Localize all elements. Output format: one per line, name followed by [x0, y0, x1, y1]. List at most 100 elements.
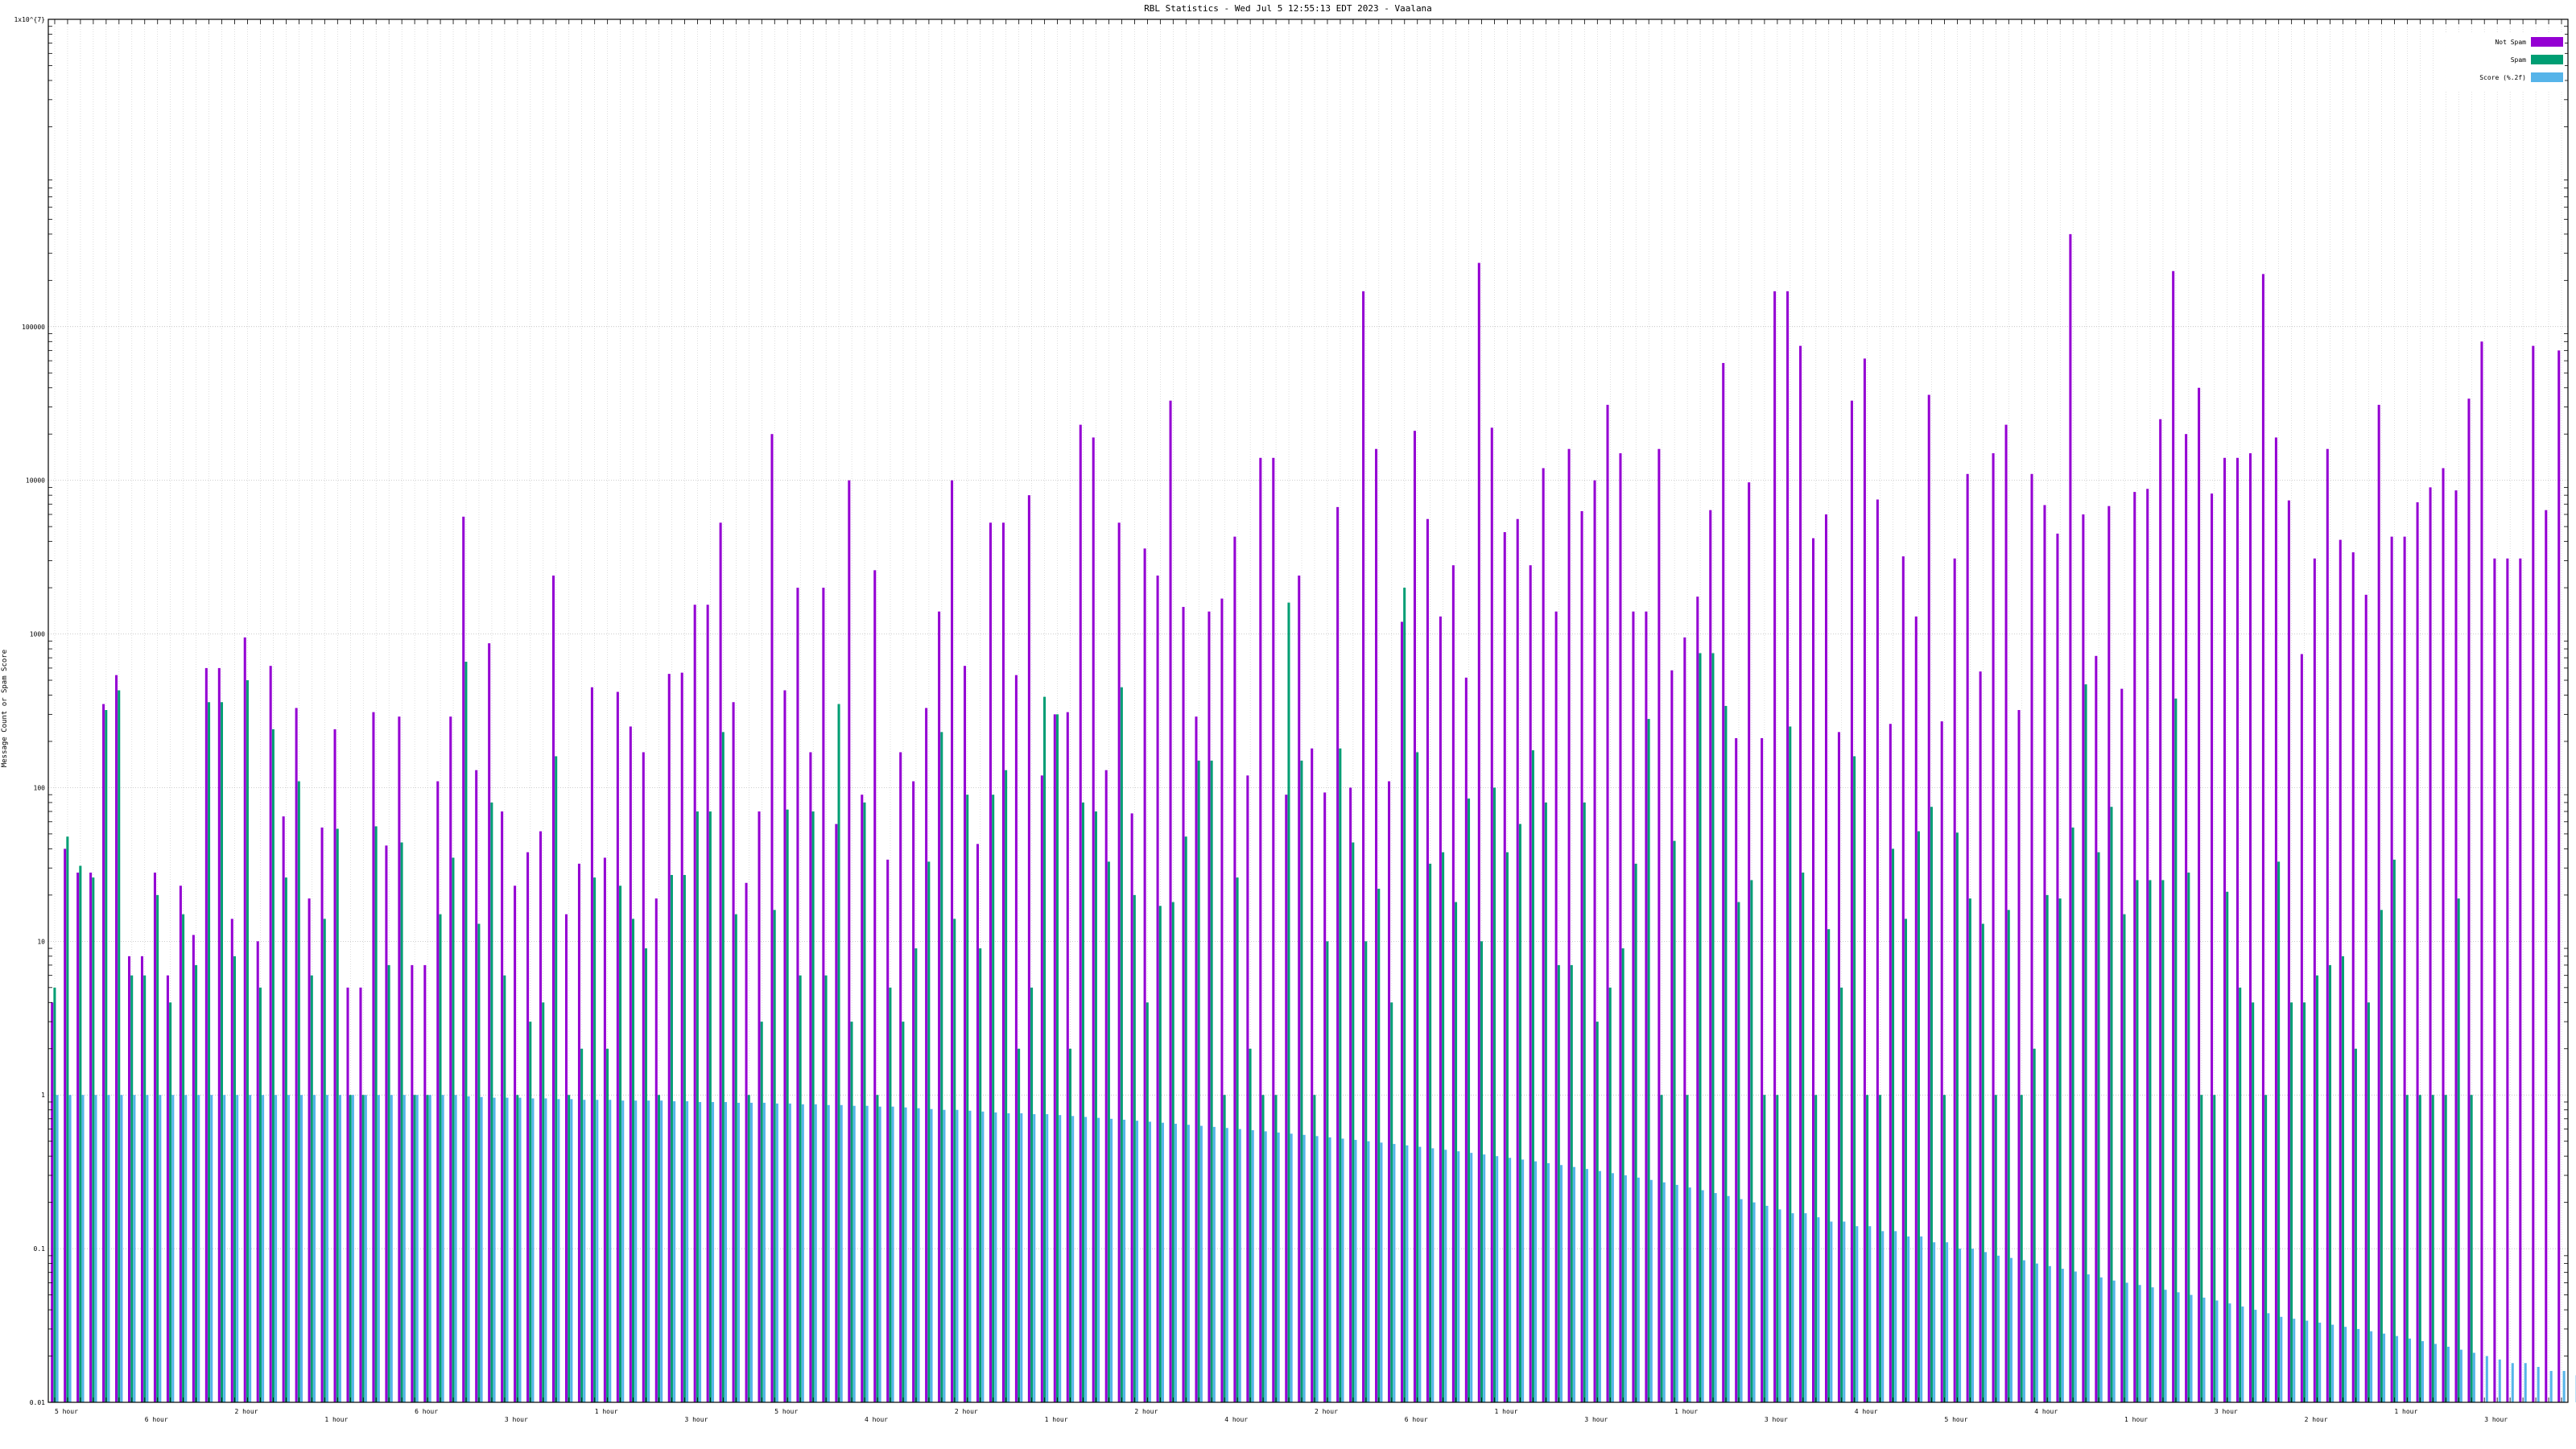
bar-score-2f- — [2228, 1303, 2231, 1402]
bar-not-spam — [1554, 611, 1558, 1402]
bar-spam — [542, 1002, 545, 1402]
bar-score-2f- — [1496, 1156, 1499, 1402]
bar-not-spam — [1490, 427, 1493, 1402]
bar-score-2f- — [236, 1095, 239, 1402]
bar-not-spam — [2454, 490, 2458, 1402]
bar-score-2f- — [1059, 1115, 1062, 1402]
bar-not-spam — [1709, 510, 1712, 1402]
bar-score-2f- — [493, 1097, 496, 1402]
bar-spam — [1442, 852, 1445, 1402]
bar-not-spam — [449, 716, 452, 1402]
bar-not-spam — [629, 726, 632, 1402]
bar-spam — [696, 811, 699, 1402]
bar-spam — [1814, 1095, 1818, 1402]
bar-not-spam — [2248, 453, 2252, 1403]
bar-not-spam — [1426, 518, 1429, 1402]
bar-not-spam — [411, 964, 414, 1402]
bar-spam — [2470, 1095, 2473, 1402]
bar-score-2f- — [1933, 1242, 1936, 1402]
bar-spam — [66, 836, 69, 1402]
bar-score-2f- — [2524, 1363, 2527, 1402]
bar-score-2f- — [2048, 1265, 2051, 1402]
bar-not-spam — [667, 674, 671, 1402]
bar-score-2f- — [2396, 1335, 2399, 1402]
bar-not-spam — [2030, 473, 2033, 1402]
bar-score-2f- — [1033, 1114, 1036, 1402]
bar-score-2f- — [1418, 1146, 1422, 1402]
bar-score-2f- — [1187, 1125, 1190, 1402]
bar-not-spam — [1053, 714, 1056, 1402]
bar-not-spam — [1735, 737, 1738, 1402]
bar-not-spam — [1670, 670, 1674, 1402]
bar-score-2f- — [146, 1095, 149, 1402]
bar-spam — [734, 914, 737, 1402]
bar-score-2f- — [1598, 1170, 1601, 1402]
bar-spam — [2239, 987, 2242, 1402]
bar-not-spam — [680, 672, 683, 1402]
y-tick-label: 1000 — [30, 631, 45, 638]
bar-not-spam — [1311, 748, 1314, 1402]
chart-title: RBL Statistics - Wed Jul 5 12:55:13 EDT … — [1144, 3, 1432, 14]
bar-score-2f- — [1585, 1169, 1588, 1402]
bar-not-spam — [1104, 770, 1108, 1402]
category-group-label: 5 hour — [774, 1408, 798, 1415]
bar-spam — [1274, 1095, 1278, 1402]
bar-not-spam — [1516, 518, 1519, 1402]
bar-not-spam — [1606, 404, 1609, 1402]
bar-not-spam — [1593, 480, 1596, 1402]
bar-spam — [2136, 880, 2139, 1402]
bar-score-2f- — [917, 1108, 920, 1402]
bar-score-2f- — [2408, 1338, 2412, 1402]
category-group-label: 1 hour — [1495, 1408, 1518, 1415]
legend-swatch — [2531, 55, 2563, 64]
bar-score-2f- — [480, 1096, 483, 1402]
bar-not-spam — [1696, 597, 1699, 1402]
category-group-label: 3 hour — [1584, 1416, 1608, 1423]
bar-not-spam — [1773, 291, 1777, 1403]
bar-spam — [1094, 811, 1097, 1402]
bar-spam — [452, 857, 455, 1402]
bar-score-2f- — [415, 1095, 419, 1402]
bar-not-spam — [1220, 598, 1224, 1402]
bar-not-spam — [1336, 506, 1340, 1402]
bar-not-spam — [1824, 514, 1828, 1402]
bar-spam — [1827, 929, 1831, 1402]
bar-not-spam — [1542, 468, 1545, 1403]
bar-not-spam — [1246, 775, 1249, 1402]
category-group-label: 3 hour — [1765, 1416, 1788, 1423]
bar-score-2f- — [2267, 1313, 2270, 1402]
bar-score-2f- — [1020, 1113, 1023, 1402]
category-group-label: 4 hour — [2034, 1408, 2058, 1415]
bar-score-2f- — [852, 1105, 856, 1402]
bar-score-2f- — [827, 1104, 830, 1402]
bar-spam — [182, 914, 185, 1402]
bar-score-2f- — [2293, 1319, 2296, 1402]
bar-score-2f- — [1547, 1162, 1550, 1402]
bar-not-spam — [938, 611, 941, 1402]
bar-not-spam — [166, 975, 169, 1402]
bar-spam — [644, 948, 648, 1402]
bar-spam — [271, 729, 275, 1402]
bar-not-spam — [2300, 654, 2303, 1402]
bar-score-2f- — [81, 1095, 85, 1402]
bar-spam — [721, 732, 724, 1402]
bar-not-spam — [2339, 539, 2342, 1402]
bar-not-spam — [2095, 655, 2098, 1402]
bar-score-2f- — [2280, 1316, 2283, 1402]
bar-score-2f- — [223, 1095, 226, 1402]
bar-not-spam — [886, 859, 890, 1402]
bar-score-2f- — [390, 1095, 393, 1402]
bar-spam — [1802, 872, 1805, 1402]
category-group-label: 4 hour — [1224, 1416, 1248, 1423]
bar-score-2f- — [2087, 1274, 2090, 1402]
bar-not-spam — [1529, 565, 1532, 1403]
bar-not-spam — [912, 781, 915, 1402]
bar-score-2f- — [2202, 1297, 2206, 1402]
bar-score-2f- — [1007, 1113, 1010, 1402]
bar-not-spam — [64, 848, 67, 1402]
bar-spam — [92, 877, 95, 1402]
category-group-label: 2 hour — [1315, 1408, 1338, 1415]
bar-not-spam — [2056, 533, 2059, 1403]
bar-score-2f- — [1637, 1177, 1640, 1402]
bar-score-2f- — [737, 1102, 740, 1402]
